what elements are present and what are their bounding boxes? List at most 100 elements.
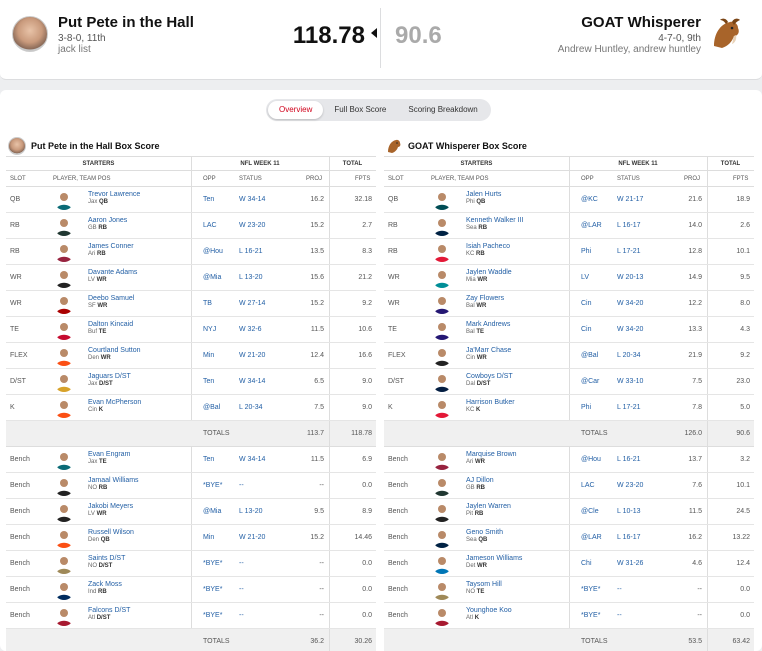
player-name-link[interactable]: Deebo Samuel: [88, 295, 135, 302]
opponent-link[interactable]: @Hou: [581, 456, 601, 463]
opponent-link[interactable]: LAC: [203, 222, 217, 229]
fantasy-points[interactable]: 6.9: [362, 456, 372, 463]
opponent-link[interactable]: @Car: [581, 378, 600, 385]
player-name-link[interactable]: Saints D/ST: [88, 555, 126, 562]
game-status-link[interactable]: L 17-21: [617, 404, 641, 411]
game-status-link[interactable]: --: [617, 612, 622, 619]
fantasy-points[interactable]: 10.1: [736, 482, 750, 489]
opponent-link[interactable]: Ten: [203, 456, 215, 463]
opponent-link[interactable]: Cin: [581, 300, 592, 307]
opponent-link[interactable]: @LAR: [581, 222, 602, 229]
game-status-link[interactable]: W 23-20: [617, 482, 644, 489]
fantasy-points[interactable]: 16.6: [358, 352, 372, 359]
player-name-link[interactable]: Jameson Williams: [466, 555, 523, 562]
opponent-link[interactable]: @Bal: [203, 404, 221, 411]
opponent-link[interactable]: Ten: [203, 378, 215, 385]
player-name-link[interactable]: Evan McPherson: [88, 399, 142, 406]
opponent-link[interactable]: Cin: [581, 326, 592, 333]
opponent-link[interactable]: Ten: [203, 196, 215, 203]
game-status-link[interactable]: W 23-20: [239, 222, 266, 229]
game-status-link[interactable]: L 16-17: [617, 222, 641, 229]
team2-name[interactable]: GOAT Whisperer: [581, 14, 701, 31]
fantasy-points[interactable]: 5.0: [740, 404, 750, 411]
game-status-link[interactable]: L 13-20: [239, 274, 263, 281]
game-status-link[interactable]: W 21-20: [239, 352, 266, 359]
player-headshot[interactable]: [432, 476, 452, 496]
player-name-link[interactable]: Cowboys D/ST: [466, 373, 513, 380]
player-name-link[interactable]: Jalen Hurts: [466, 191, 502, 198]
opponent-link[interactable]: Phi: [581, 404, 592, 411]
opponent-link[interactable]: Min: [203, 534, 215, 541]
game-status-link[interactable]: W 34-14: [239, 456, 266, 463]
fantasy-points[interactable]: 9.0: [362, 404, 372, 411]
tab-full-box-score[interactable]: Full Box Score: [334, 105, 387, 114]
player-name-link[interactable]: Davante Adams: [88, 269, 138, 276]
opponent-link[interactable]: @Cle: [581, 508, 599, 515]
opponent-link[interactable]: @KC: [581, 196, 598, 203]
player-headshot[interactable]: [54, 554, 74, 574]
opponent-link[interactable]: Min: [203, 352, 215, 359]
team1-avatar[interactable]: [12, 16, 48, 52]
player-headshot[interactable]: [432, 398, 452, 418]
opponent-link[interactable]: Phi: [581, 248, 592, 255]
opponent-link[interactable]: *BYE*: [203, 482, 223, 489]
fantasy-points[interactable]: 9.2: [362, 300, 372, 307]
player-name-link[interactable]: Zay Flowers: [466, 295, 505, 302]
game-status-link[interactable]: W 21-17: [617, 196, 644, 203]
player-name-link[interactable]: Taysom Hill: [466, 581, 502, 588]
player-headshot[interactable]: [54, 372, 74, 392]
game-status-link[interactable]: --: [617, 586, 622, 593]
game-status-link[interactable]: L 20-34: [239, 404, 263, 411]
player-name-link[interactable]: Marquise Brown: [466, 451, 517, 458]
game-status-link[interactable]: W 34-14: [239, 196, 266, 203]
player-headshot[interactable]: [432, 294, 452, 314]
goat-logo-icon[interactable]: [708, 16, 744, 52]
player-headshot[interactable]: [432, 528, 452, 548]
tab-scoring-breakdown[interactable]: Scoring Breakdown: [408, 105, 478, 114]
player-name-link[interactable]: Jamaal Williams: [88, 477, 139, 484]
opponent-link[interactable]: LAC: [581, 482, 595, 489]
team2-owner[interactable]: Andrew Huntley, andrew huntley: [557, 44, 701, 55]
player-headshot[interactable]: [54, 242, 74, 262]
player-name-link[interactable]: Jaylen Waddle: [466, 269, 512, 276]
game-status-link[interactable]: W 20-13: [617, 274, 644, 281]
game-status-link[interactable]: L 16-17: [617, 534, 641, 541]
player-headshot[interactable]: [432, 346, 452, 366]
opponent-link[interactable]: TB: [203, 300, 212, 307]
player-headshot[interactable]: [54, 398, 74, 418]
fantasy-points[interactable]: 24.5: [736, 508, 750, 515]
opponent-link[interactable]: @LAR: [581, 534, 602, 541]
fantasy-points[interactable]: 2.6: [740, 222, 750, 229]
player-name-link[interactable]: Younghoe Koo: [466, 607, 512, 614]
player-headshot[interactable]: [54, 476, 74, 496]
game-status-link[interactable]: W 31-26: [617, 560, 644, 567]
player-headshot[interactable]: [54, 580, 74, 600]
player-headshot[interactable]: [54, 216, 74, 236]
player-headshot[interactable]: [54, 294, 74, 314]
fantasy-points[interactable]: 13.22: [732, 534, 750, 541]
fantasy-points[interactable]: 14.46: [354, 534, 372, 541]
game-status-link[interactable]: W 21-20: [239, 534, 266, 541]
player-headshot[interactable]: [432, 242, 452, 262]
opponent-link[interactable]: @Hou: [203, 248, 223, 255]
game-status-link[interactable]: --: [239, 560, 244, 567]
fantasy-points[interactable]: 2.7: [362, 222, 372, 229]
opponent-link[interactable]: NYJ: [203, 326, 217, 333]
game-status-link[interactable]: L 20-34: [617, 352, 641, 359]
player-name-link[interactable]: Harrison Butker: [466, 399, 515, 406]
fantasy-points[interactable]: 8.0: [740, 300, 750, 307]
game-status-link[interactable]: L 16-21: [617, 456, 641, 463]
player-headshot[interactable]: [432, 502, 452, 522]
player-name-link[interactable]: Mark Andrews: [466, 321, 511, 328]
tab-overview[interactable]: Overview: [268, 101, 324, 119]
opponent-link[interactable]: @Bal: [581, 352, 599, 359]
player-name-link[interactable]: Kenneth Walker III: [466, 217, 524, 224]
fantasy-points[interactable]: 4.3: [740, 326, 750, 333]
fantasy-points[interactable]: 23.0: [736, 378, 750, 385]
player-headshot[interactable]: [54, 606, 74, 626]
player-name-link[interactable]: Zack Moss: [88, 581, 122, 588]
opponent-link[interactable]: *BYE*: [203, 560, 223, 567]
game-status-link[interactable]: W 32-6: [239, 326, 262, 333]
game-status-link[interactable]: L 17-21: [617, 248, 641, 255]
fantasy-points[interactable]: 8.9: [362, 508, 372, 515]
